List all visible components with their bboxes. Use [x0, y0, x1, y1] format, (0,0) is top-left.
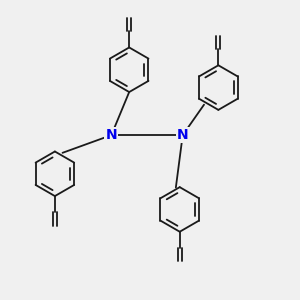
Text: N: N: [106, 128, 117, 142]
Text: N: N: [177, 128, 188, 142]
